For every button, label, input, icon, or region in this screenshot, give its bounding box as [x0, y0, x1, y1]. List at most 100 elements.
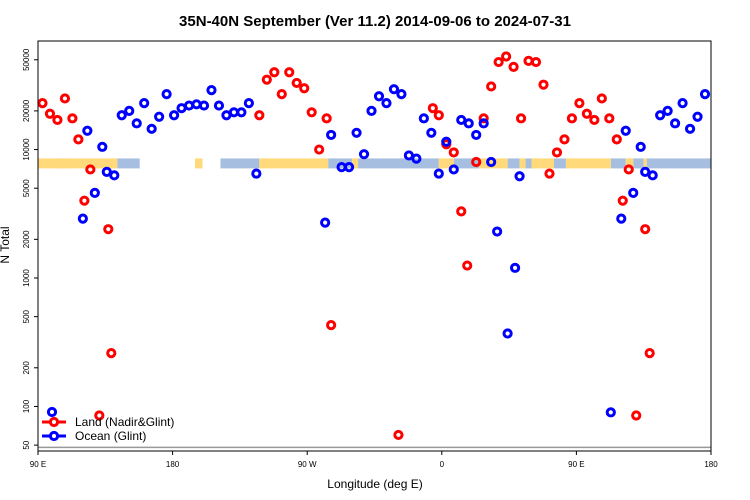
point-0-32	[493, 56, 504, 68]
land-band-9	[565, 158, 611, 169]
point-0-31	[486, 81, 497, 92]
point-1-53	[616, 213, 627, 224]
point-1-29	[351, 127, 362, 138]
point-0-7	[85, 164, 96, 175]
point-1-49	[502, 328, 513, 339]
land-band-11	[643, 158, 647, 169]
point-1-28	[343, 162, 355, 173]
point-1-17	[198, 100, 210, 111]
point-0-11	[254, 110, 265, 121]
y-tick-label-2: 200	[22, 361, 31, 375]
point-0-6	[79, 195, 90, 206]
legend-marker-1	[48, 430, 60, 442]
point-0-19	[314, 144, 325, 155]
legend-label-1: Ocean (Glint)	[75, 429, 146, 443]
land-band-10	[625, 158, 634, 169]
point-0-44	[581, 108, 592, 119]
series-layer	[37, 51, 711, 441]
y-tick-label-1: 100	[22, 399, 31, 413]
point-0-53	[644, 348, 655, 359]
point-0-47	[604, 113, 615, 124]
point-0-33	[501, 51, 512, 62]
point-1-44	[463, 118, 474, 129]
legend-marker-0	[48, 416, 60, 428]
point-1-63	[684, 123, 696, 134]
y-axis: 50 100 200 500 1000 2000 5000 10000 20000 50000	[22, 48, 38, 450]
y-tick-label-3: 500	[22, 309, 31, 323]
point-1-40	[433, 168, 444, 179]
point-1-10	[146, 123, 157, 134]
point-1-41	[441, 136, 452, 147]
point-1-51	[514, 171, 525, 182]
x-tick-label-1: 180	[166, 460, 180, 469]
point-1-24	[251, 168, 262, 179]
point-1-39	[426, 127, 437, 138]
point-0-2	[52, 114, 63, 126]
point-1-19	[213, 100, 225, 111]
point-1-46	[478, 118, 489, 129]
point-0-42	[566, 113, 578, 124]
legend: Land (Nadir&Glint)Ocean (Glint)	[42, 406, 174, 443]
x-axis: 90 E 180 90 W 0 90 E 180	[30, 451, 718, 469]
point-1-37	[411, 153, 422, 164]
point-0-13	[269, 67, 280, 78]
point-1-45	[471, 129, 482, 141]
point-1-50	[509, 262, 521, 273]
point-0-50	[623, 164, 634, 175]
point-0-24	[433, 110, 444, 121]
point-0-15	[284, 67, 295, 78]
ocean-band-3	[358, 158, 439, 169]
y-tick-label-4: 1000	[22, 269, 31, 287]
x-tick-label-4: 90 E	[568, 460, 584, 469]
point-0-17	[299, 83, 310, 94]
point-0-16	[291, 77, 302, 89]
point-1-1	[82, 125, 93, 136]
point-1-30	[358, 149, 370, 160]
ocean-band-9	[633, 158, 644, 169]
point-0-41	[559, 134, 570, 145]
point-0-29	[471, 156, 482, 168]
point-1-13	[168, 110, 180, 121]
land-band-5	[438, 158, 454, 169]
series-0	[37, 51, 655, 441]
point-1-25	[320, 217, 331, 228]
land-band-2	[195, 158, 203, 169]
chart-title: 35N-40N September (Ver 11.2) 2014-09-06 …	[179, 13, 571, 30]
point-1-32	[373, 91, 385, 102]
legend-marker-extra	[46, 406, 58, 418]
land-band-8	[531, 158, 554, 169]
x-tick-label-0: 90 E	[30, 460, 46, 469]
y-axis-label: N Total	[0, 226, 12, 263]
y-tick-label-9: 50000	[22, 48, 31, 71]
point-0-3	[59, 93, 71, 104]
point-1-4	[101, 166, 112, 177]
point-0-28	[462, 260, 473, 271]
point-0-18	[306, 107, 317, 118]
point-1-48	[492, 226, 503, 237]
land-band-1	[58, 158, 67, 169]
point-1-22	[236, 107, 247, 118]
point-1-18	[206, 85, 217, 96]
point-0-40	[551, 147, 563, 158]
point-1-33	[381, 97, 392, 109]
point-0-49	[617, 195, 628, 206]
point-0-21	[326, 319, 337, 331]
point-0-12	[261, 74, 272, 85]
point-0-43	[574, 97, 585, 109]
point-1-43	[456, 114, 467, 126]
point-1-9	[139, 97, 150, 109]
point-0-48	[611, 134, 622, 145]
point-0-37	[530, 56, 542, 68]
point-0-23	[427, 103, 438, 114]
point-0-26	[448, 147, 459, 158]
point-1-38	[418, 113, 429, 124]
point-1-35	[396, 89, 407, 100]
ocean-band-6	[525, 158, 532, 169]
point-1-62	[677, 97, 688, 109]
land-band-0	[38, 158, 118, 169]
point-1-64	[692, 111, 703, 122]
point-1-55	[628, 187, 639, 198]
plot-frame	[37, 40, 712, 452]
point-1-2	[89, 187, 100, 198]
